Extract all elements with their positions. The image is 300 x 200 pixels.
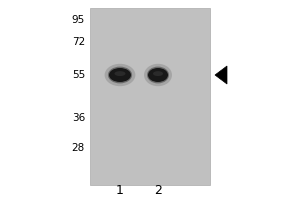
- Polygon shape: [215, 66, 227, 84]
- Ellipse shape: [148, 68, 168, 82]
- Ellipse shape: [144, 64, 172, 86]
- Bar: [90, 8, 210, 185]
- Ellipse shape: [108, 67, 132, 83]
- Ellipse shape: [115, 71, 125, 76]
- Text: 28: 28: [72, 143, 85, 153]
- Text: 95: 95: [72, 15, 85, 25]
- Ellipse shape: [147, 67, 169, 83]
- Text: 1: 1: [116, 184, 124, 196]
- Ellipse shape: [105, 64, 135, 86]
- Text: 2: 2: [154, 184, 162, 196]
- Text: 72: 72: [72, 37, 85, 47]
- Text: 36: 36: [72, 113, 85, 123]
- Ellipse shape: [153, 71, 163, 76]
- Text: 55: 55: [72, 70, 85, 80]
- Ellipse shape: [109, 68, 131, 82]
